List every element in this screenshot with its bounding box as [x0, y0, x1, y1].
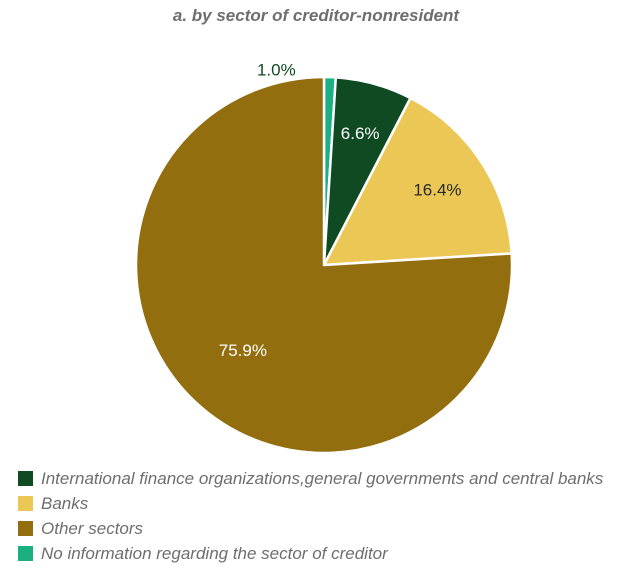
legend-item-other-sectors: Other sectors [18, 516, 603, 541]
pie-chart: 1.0% 6.6% 16.4% 75.9% [134, 61, 514, 455]
legend-swatch [18, 471, 33, 486]
legend-item-banks: Banks [18, 491, 603, 516]
legend-label: Banks [41, 493, 89, 513]
slice-data-label: 16.4% [413, 181, 461, 200]
legend-item-no-information: No information regarding the sector of c… [18, 541, 603, 566]
legend-swatch [18, 521, 33, 536]
legend-swatch [18, 546, 33, 561]
slice-data-label: 6.6% [341, 124, 380, 143]
legend-label: Other sectors [41, 518, 144, 538]
legend: International finance organizations,gene… [18, 466, 603, 566]
legend-item-international-finance: International finance organizations,gene… [18, 466, 603, 491]
legend-label: International finance organizations,gene… [41, 468, 604, 488]
slice-data-label: 1.0% [257, 61, 296, 80]
chart-title: a. by sector of creditor-nonresident [172, 6, 460, 25]
pie-slice [322, 96, 513, 267]
pie-slice [134, 75, 514, 455]
slice-data-label: 75.9% [219, 341, 267, 360]
legend-label: No information regarding the sector of c… [41, 543, 388, 563]
legend-swatch [18, 496, 33, 511]
